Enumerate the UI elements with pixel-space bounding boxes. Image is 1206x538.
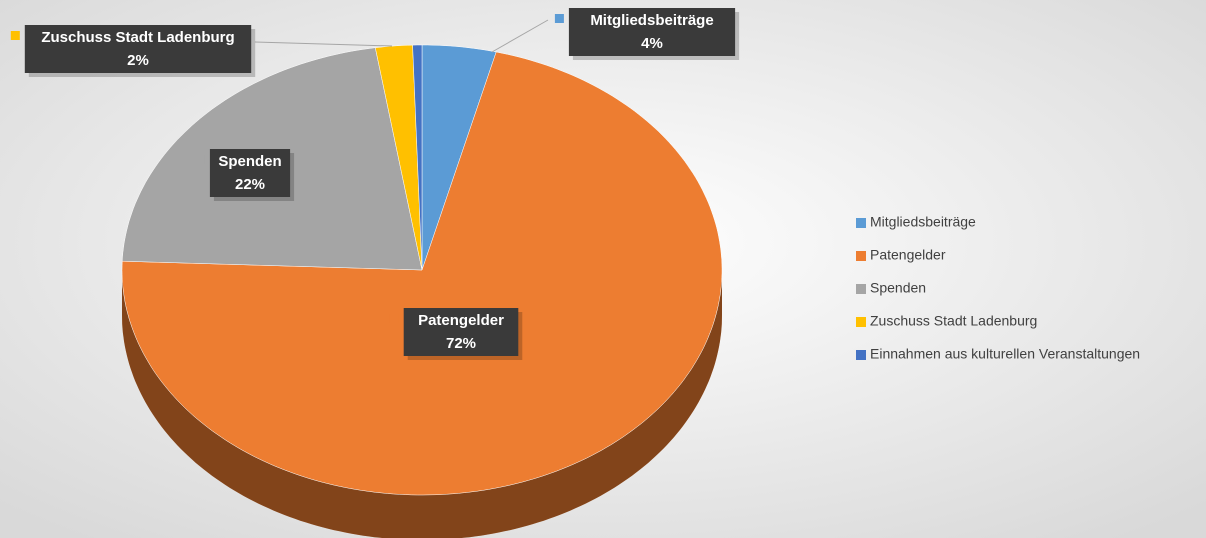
- label-box: [24, 25, 252, 73]
- pie-slice: [421, 44, 497, 271]
- legend-label: Mitgliedsbeiträge: [870, 214, 976, 230]
- legend-label: Zuschuss Stadt Ladenburg: [870, 313, 1037, 329]
- legend-label: Spenden: [870, 280, 926, 296]
- data-label-name: Patengelder: [418, 312, 504, 329]
- data-label-name: Zuschuss Stadt Ladenburg: [41, 29, 234, 46]
- data-label: 2%: [127, 52, 149, 69]
- label-key: [389, 314, 399, 323]
- pie-slice: [374, 44, 423, 271]
- label-key: [554, 14, 564, 23]
- data-label: 4%: [641, 35, 663, 52]
- data-label: 22%: [235, 176, 265, 193]
- data-label-name: Spenden: [218, 153, 281, 170]
- legend-swatch: [856, 317, 866, 327]
- label-key: [10, 31, 20, 40]
- legend-swatch: [856, 218, 866, 228]
- pie-slice: [121, 51, 723, 496]
- legend-swatch: [856, 350, 866, 360]
- leader-line: [254, 41, 393, 47]
- legend-swatch: [856, 251, 866, 261]
- legend-label: Einnahmen aus kulturellen Veranstaltunge…: [870, 346, 1140, 362]
- data-label: 72%: [446, 335, 476, 352]
- data-label-name: Mitgliedsbeiträge: [590, 12, 713, 29]
- pie-slice: [412, 44, 423, 271]
- leader-line: [491, 19, 549, 53]
- label-box: [568, 8, 736, 56]
- label-box: [403, 308, 519, 356]
- pie-side: [122, 270, 722, 538]
- side-shade: [122, 270, 722, 538]
- legend-label: Patengelder: [870, 247, 946, 263]
- legend-swatch: [856, 284, 866, 294]
- label-key: [195, 155, 205, 164]
- label-box: [209, 149, 291, 197]
